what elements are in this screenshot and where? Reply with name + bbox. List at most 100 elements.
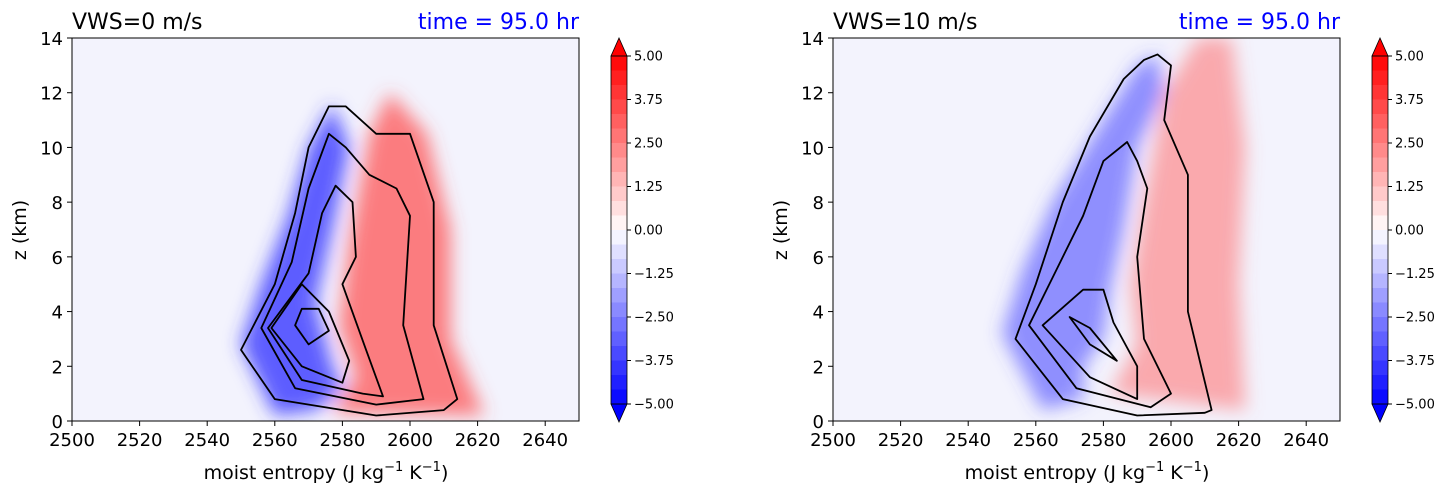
colorbar-tick-label: −2.50 [634,311,674,326]
colorbar-level [611,331,627,347]
y-axis-label: z (km) [9,200,31,260]
y-tick-label: 0 [52,412,63,433]
y-tick-label: 12 [801,84,824,105]
contour-line [1028,141,1172,409]
x-axis-label: moist entropy (J kg−1 K−1) [965,460,1210,484]
x-tick-label: 2580 [319,430,365,451]
colorbar-level [611,201,627,216]
time-label: time = 95.0 hr [418,10,580,35]
colorbar-level [611,114,627,129]
colorbar-level [1372,346,1388,361]
colorbar-tick-label: −3.75 [1395,354,1435,369]
colorbar-level [1372,244,1388,260]
colorbar-level [1372,317,1388,332]
colorbar-level [1372,186,1388,202]
colorbar-tick-label: 2.50 [634,137,663,152]
colorbar-level [1372,85,1388,100]
y-tick-label: 10 [40,138,63,159]
y-axis: 0 2 4 6 8 10 12 14 [40,29,72,433]
plot-frame [832,37,1341,422]
colorbar-level [1372,360,1388,376]
colorbar-extend-max [610,37,628,57]
colorbar-tick-label: −2.50 [1395,311,1435,326]
colorbar-tick-label: 0.00 [634,224,663,239]
colorbar-level [1372,273,1388,289]
contour-line [1041,288,1139,400]
colorbar-level [611,215,627,231]
colorbar-level [1372,288,1388,303]
colorbar-level [1372,128,1388,144]
colorbar-level [611,230,627,245]
y-tick-label: 6 [52,248,63,269]
contour-line [1014,53,1213,417]
contour-lines [1014,53,1213,417]
colorbar-level [1372,172,1388,187]
colorbar-level [611,157,627,173]
x-tick-label: 2600 [387,430,433,451]
x-tick-label: 2500 [49,430,95,451]
colorbar-level [1372,375,1388,390]
colorbar-tick-label: −5.00 [1395,398,1435,413]
y-tick-label: 8 [52,193,63,214]
y-tick-label: 2 [813,357,824,378]
colorbar-level [611,56,627,71]
colorbar-tick-label: 5.00 [634,50,663,65]
time-label: time = 95.0 hr [1179,10,1341,35]
colorbar-level [611,273,627,289]
colorbar-level [611,172,627,187]
x-tick-label: 2500 [810,430,856,451]
y-tick-label: 14 [801,29,824,50]
x-tick-label: 2640 [1283,430,1329,451]
positive-anomaly-region [1110,38,1246,411]
colorbar: 5.00 3.75 2.50 1.25 0.00 −1.25 −2.50 −3.75 −5.00 [610,37,674,423]
colorbar-level [611,375,627,390]
filled-contours [1002,38,1246,411]
negative-anomaly-region [241,103,350,416]
colorbar-tick-label: 2.50 [1395,137,1424,152]
colorbar-level [611,244,627,260]
x-tick-label: 2600 [1148,430,1194,451]
colorbar-level [611,143,627,158]
x-tick-label: 2580 [1080,430,1126,451]
colorbar-level [1372,259,1388,274]
colorbar-level [611,389,627,405]
colorbar-level [1372,157,1388,173]
colorbar-tick-label: 3.75 [634,93,663,108]
colorbar-level [1372,331,1388,347]
panel-vws-0: 2500 2520 2540 2560 2580 2600 2620 2640 0 2 4 6 8 10… [9,10,674,484]
contour-line [294,307,330,346]
panel-title: VWS=0 m/s [72,10,203,35]
colorbar: 5.00 3.75 2.50 1.25 0.00 −1.25 −2.50 −3.75 −5.00 [1371,37,1435,423]
colorbar-tick-label: −1.25 [1395,267,1435,282]
y-tick-label: 12 [40,84,63,105]
colorbar-level [1372,230,1388,245]
contour-line [1068,316,1118,362]
y-tick-label: 0 [813,412,824,433]
colorbar-level [1372,201,1388,216]
contour-lines [240,105,459,417]
colorbar-tick-label: −1.25 [634,267,674,282]
colorbar-level [1372,143,1388,158]
colorbar-tick-label: 1.25 [1395,180,1424,195]
x-axis-label: moist entropy (J kg−1 K−1) [204,460,449,484]
colorbar-level [611,85,627,100]
contour-line [267,184,384,398]
y-tick-label: 10 [801,138,824,159]
panel-title: VWS=10 m/s [833,10,978,35]
x-axis: 2500 2520 2540 2560 2580 2600 2620 2640 [49,421,568,451]
colorbar-level [611,128,627,144]
x-tick-label: 2540 [945,430,991,451]
x-tick-label: 2560 [252,430,298,451]
y-tick-label: 14 [40,29,63,50]
y-axis-label: z (km) [770,200,792,260]
plot-frame [71,37,580,422]
y-tick-label: 8 [813,193,824,214]
colorbar-level [1372,99,1388,115]
y-tick-label: 4 [52,303,63,324]
y-axis: 0 2 4 6 8 10 12 14 [801,29,833,433]
colorbar-level [1372,302,1388,318]
x-tick-label: 2620 [1216,430,1262,451]
colorbar-level [611,302,627,318]
x-tick-label: 2640 [522,430,568,451]
